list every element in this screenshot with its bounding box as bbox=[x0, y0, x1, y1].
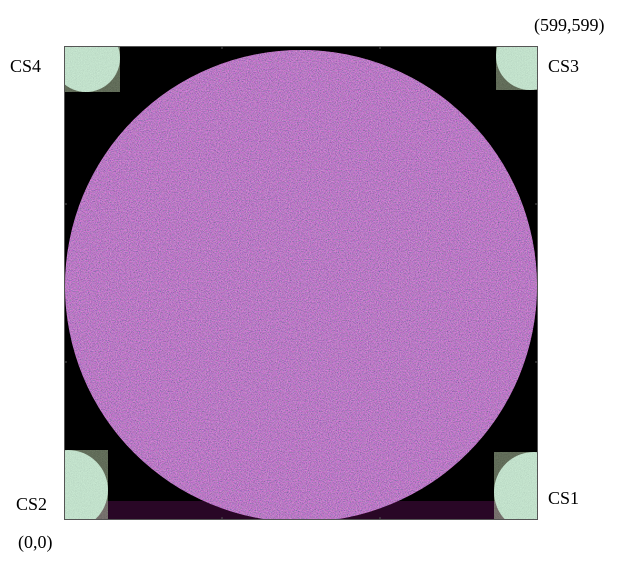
top-right-coordinate-label: (599,599) bbox=[534, 15, 605, 35]
image-frame bbox=[64, 46, 538, 520]
frame-ticks bbox=[64, 46, 538, 520]
cs2-label: CS2 bbox=[16, 494, 48, 514]
cs3-label: CS3 bbox=[548, 56, 580, 76]
cs1-label: CS1 bbox=[548, 488, 580, 508]
detector-disk bbox=[65, 50, 537, 520]
bottom-left-coordinate-label: (0,0) bbox=[18, 532, 53, 552]
detector-image bbox=[64, 46, 538, 520]
cs-patches bbox=[64, 46, 538, 520]
cs4-label: CS4 bbox=[10, 56, 42, 76]
